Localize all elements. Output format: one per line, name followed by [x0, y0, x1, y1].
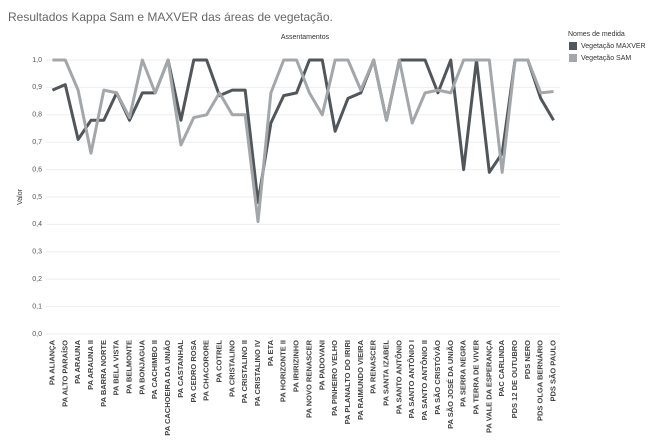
x-tick-label: PA PADOVANI — [317, 340, 326, 390]
x-tick-label: PA IRIRIZINHO — [292, 340, 301, 392]
x-tick-label: PA BELA VISTA — [112, 339, 121, 395]
x-tick-label: PDS NERO — [523, 340, 532, 379]
y-tick-label: 0,6 — [32, 166, 42, 173]
x-tick-label: PA ARAUNA II — [86, 340, 95, 390]
y-tick-label: 0,1 — [32, 303, 42, 310]
x-tick-label: PDS OLGA BERNÁRIO — [536, 340, 545, 421]
x-tick-label: PA SERRA NEGRA — [459, 339, 468, 406]
x-tick-label: PA CRISTALINO — [227, 340, 236, 397]
x-tick-label: PA PLANALTO DO IRIRI — [343, 340, 352, 424]
y-axis-title: Valor — [17, 188, 24, 204]
x-tick-label: PA SANTO ANTÔNIO I — [407, 340, 416, 418]
y-tick-label: 0,3 — [32, 249, 42, 256]
x-tick-label: PA ALTO PARAÍSO — [60, 340, 69, 407]
x-tick-label: PA NOVO RENASCER — [304, 339, 313, 418]
x-tick-label: PA ARAUNA — [73, 339, 82, 383]
y-tick-label: 0,5 — [32, 194, 42, 201]
legend-swatch — [569, 54, 577, 62]
x-tick-label: PA CASTANHAL — [176, 340, 185, 398]
chart-title: Resultados Kappa Sam e MAXVER das áreas … — [8, 10, 333, 24]
x-tick-label: PA SÃO CRISTÓVÃO — [433, 340, 442, 415]
y-tick-label: 0,2 — [32, 276, 42, 283]
y-tick-label: 0,0 — [32, 331, 42, 338]
series-line — [52, 58, 554, 224]
x-tick-label: PDS 12 DE OUTUBRO — [510, 340, 519, 419]
y-tick-label: 0,7 — [32, 139, 42, 146]
legend-label: Vegetação SAM — [581, 55, 631, 62]
y-tick-label: 1,0 — [32, 57, 42, 64]
x-tick-label: PA BARRA NORTE — [99, 340, 108, 407]
x-axis-title: Assentamentos — [281, 34, 330, 41]
x-tick-label: PA SANTO ANTÔNIO — [394, 340, 403, 414]
x-tick-label: PA RAIMUNDO VIEIRA — [356, 339, 365, 420]
x-tick-label: PA ALIANÇA — [47, 339, 56, 385]
x-tick-label: PA CEDRO ROSA — [189, 339, 198, 402]
y-tick-label: 0,8 — [32, 112, 42, 119]
series-line — [51, 58, 555, 204]
x-tick-label: PA SANTO ANTÔNIO II — [420, 340, 429, 420]
x-tick-label: PA CACHOEIRA DA UNIÃO — [163, 340, 172, 436]
x-tick-label: PA BONJAGUA — [137, 339, 146, 394]
legend-label: Vegetação MAXVER — [581, 43, 646, 50]
x-tick-label: PA SANTA IZABEL — [382, 340, 391, 406]
x-tick-label: PA CRISTALINO II — [240, 340, 249, 403]
x-tick-label: PA CHACORORE — [202, 340, 211, 401]
y-tick-label: 0,4 — [32, 221, 42, 228]
legend-swatch — [569, 42, 577, 50]
x-tick-label: PA CRISTALINO IV — [253, 340, 262, 406]
x-tick-label: PA TERRA DE VIVER — [471, 339, 480, 414]
x-tick-label: PA RENASCER — [369, 339, 378, 393]
x-tick-label: PAC CARLINDA — [497, 339, 506, 396]
x-tick-label: PA ETA — [266, 339, 275, 366]
x-tick-label: PA CACHIMBO II — [150, 340, 159, 399]
x-tick-label: PA BELMONTE — [125, 340, 134, 394]
x-tick-label: PA PINHEIRO VELHO — [330, 340, 339, 416]
x-tick-label: PA SÃO JOSÉ DA UNIÃO — [446, 340, 455, 429]
x-tick-label: PA COTREL — [214, 340, 223, 383]
x-tick-label: PA VALE DA ESPERANÇA — [484, 339, 493, 433]
x-tick-label: PA HORIZONTE II — [279, 340, 288, 402]
legend-title: Nomes de medida — [568, 31, 625, 38]
y-tick-label: 0,9 — [32, 84, 42, 91]
x-tick-label: PDS SÃO PAULO — [549, 340, 558, 402]
